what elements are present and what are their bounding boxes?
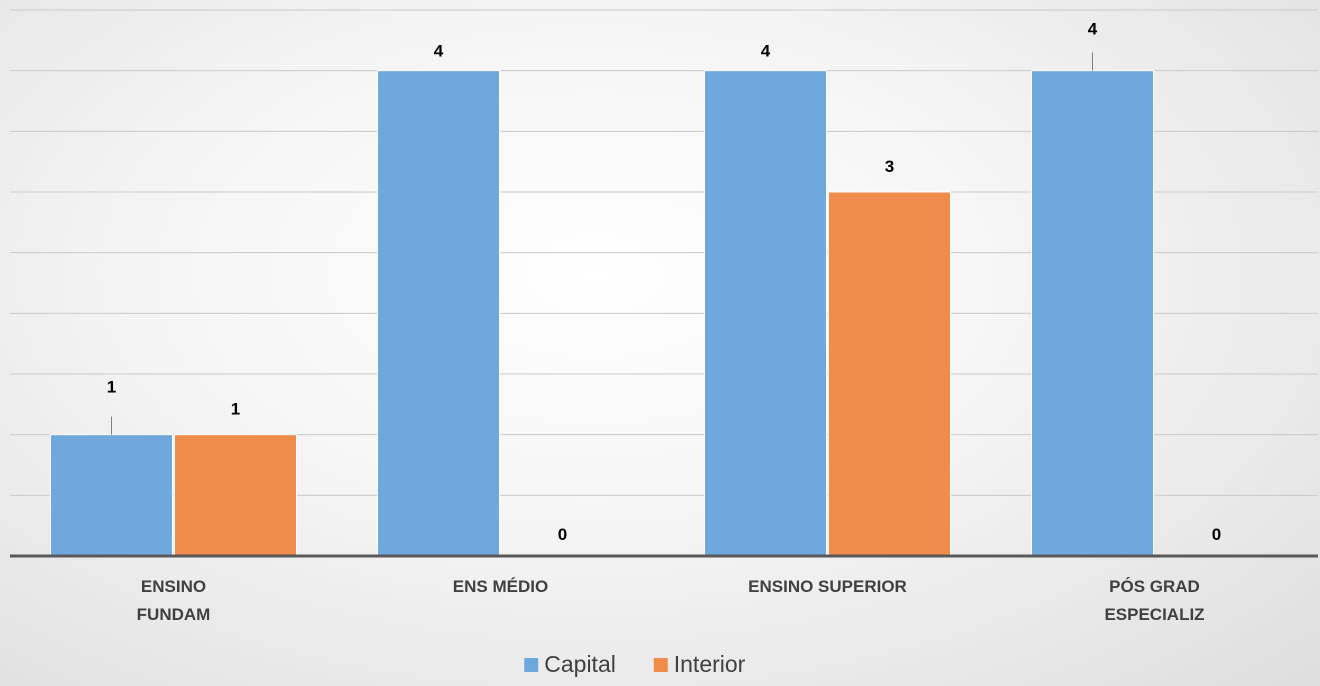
- data-label-interior-3: 0: [1212, 525, 1221, 544]
- data-label-capital-3: 4: [1088, 20, 1098, 39]
- legend-label-interior: Interior: [674, 651, 746, 677]
- category-label: ENSINO SUPERIOR: [748, 577, 907, 596]
- legend-swatch-interior: [653, 658, 668, 672]
- legend-swatch-capital: [524, 658, 539, 672]
- bars: [50, 70, 1154, 557]
- data-label-interior-2: 3: [885, 157, 894, 176]
- data-label-interior-1: 0: [558, 525, 567, 544]
- category-label: ESPECIALIZ: [1104, 605, 1204, 624]
- legend-label-capital: Capital: [544, 651, 616, 677]
- data-label-capital-2: 4: [761, 42, 771, 61]
- data-labels: 1 1 4 0 4 3 4 0: [107, 20, 1221, 544]
- data-label-interior-0: 1: [231, 400, 240, 419]
- category-label: ENS MÉDIO: [453, 577, 548, 596]
- data-label-capital-1: 4: [434, 42, 444, 61]
- category-labels: ENSINO FUNDAM ENS MÉDIO ENSINO SUPERIOR PÓS …: [137, 577, 1205, 624]
- bar-interior-0: [174, 434, 297, 557]
- data-label-capital-0: 1: [107, 378, 116, 397]
- legend: Capital Interior: [524, 651, 746, 677]
- bar-capital-2: [704, 70, 827, 557]
- bar-capital-0: [50, 434, 173, 557]
- category-label: PÓS GRAD: [1109, 577, 1200, 596]
- bar-interior-2: [828, 191, 951, 557]
- category-label: FUNDAM: [137, 605, 211, 624]
- category-label: ENSINO: [141, 577, 206, 596]
- label-leader-lines: [111, 52, 1093, 435]
- bar-capital-3: [1031, 70, 1154, 557]
- bar-capital-1: [377, 70, 500, 557]
